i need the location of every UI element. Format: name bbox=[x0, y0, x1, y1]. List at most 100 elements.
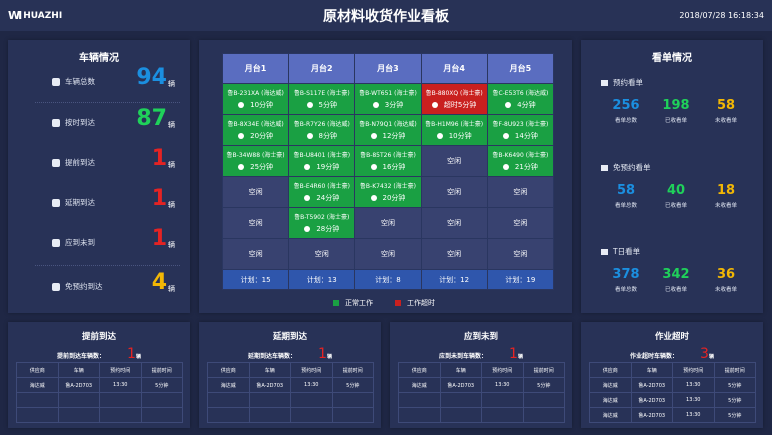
document-icon bbox=[601, 248, 608, 255]
dock-row: 鲁B-231XA (海达威) 10分钟 鲁B-S117E (海士豪) 5分钟 鲁B-WT… bbox=[221, 83, 555, 115]
work-duration: 3分钟 bbox=[355, 100, 420, 110]
dock-cell[interactable]: 空闲 bbox=[221, 207, 290, 239]
stat-label: 应到未到 bbox=[65, 238, 95, 247]
dock-cell[interactable]: 鲁B-34W88 (海士豪) 25分钟 bbox=[221, 145, 290, 177]
dock-cell[interactable]: 鲁B-R7Y26 (海达威) 8分钟 bbox=[288, 114, 356, 146]
dock-cell[interactable]: 鲁C-E53T6 (海达威) 4分钟 bbox=[486, 83, 555, 115]
table-cell: 5分钟 bbox=[713, 392, 756, 408]
duration-text: 14分钟 bbox=[514, 132, 538, 140]
dock-grid: 月台1 月台2 月台3 月台4 月台5 鲁B-231XA (海达威) 10分钟 鲁B-S117… bbox=[221, 53, 555, 290]
dock-cell[interactable]: 空闲 bbox=[486, 238, 555, 270]
kanban-stat: 36 未收看单 bbox=[701, 267, 751, 293]
clock-icon bbox=[370, 133, 377, 139]
logo: WI HUAZHI bbox=[8, 9, 62, 22]
kanban-stat-label: 未收看单 bbox=[714, 203, 737, 209]
table-cell bbox=[57, 392, 100, 408]
dock-cell[interactable]: 空闲 bbox=[221, 238, 290, 270]
dock-cell[interactable]: 空闲 bbox=[420, 145, 488, 177]
stat-label: 免预约到达 bbox=[65, 282, 103, 291]
bus-icon bbox=[52, 159, 60, 167]
vehicle-plate: 鲁B-8X34E (海达威) bbox=[227, 121, 284, 128]
kanban-stat: 40 已收看单 bbox=[651, 183, 701, 209]
datetime: 2018/07/28 16:18:34 bbox=[679, 11, 764, 20]
column-header: 供应商 bbox=[589, 362, 632, 378]
work-duration: 28分钟 bbox=[289, 224, 354, 234]
work-duration: 10分钟 bbox=[422, 131, 487, 141]
column-header: 供应商 bbox=[207, 362, 250, 378]
vehicle-stat-row: 提前到达 1 辆 bbox=[52, 148, 182, 170]
plan-cell: 计划：13 bbox=[288, 269, 356, 290]
vehicle-stat-row: 车辆总数 94 辆 bbox=[52, 67, 182, 89]
detail-table: 供应商 车辆 预约时间 提前时间 海达威 鲁A-2D703 13:30 5分钟 bbox=[398, 362, 565, 423]
table-cell bbox=[99, 407, 142, 423]
kanban-stat: 378 看单总数 bbox=[601, 267, 651, 293]
dock-cell[interactable]: 鲁F-8U923 (海士豪) 14分钟 bbox=[486, 114, 555, 146]
clock-icon bbox=[52, 119, 60, 127]
duration-text: 19分钟 bbox=[316, 163, 340, 171]
dock-cell[interactable]: 空闲 bbox=[354, 238, 422, 270]
dock-cell[interactable]: 空闲 bbox=[486, 176, 555, 208]
table-cell bbox=[439, 407, 482, 423]
dock-cell[interactable]: 空闲 bbox=[420, 238, 488, 270]
kanban-stat-value: 36 bbox=[716, 267, 736, 282]
dock-cell[interactable]: 鲁B-WT651 (海士豪) 3分钟 bbox=[354, 83, 422, 115]
dock-cell[interactable]: 鲁B-880XQ (海士豪) 超时5分钟 bbox=[420, 83, 488, 115]
vehicle-stat-row: 免预约到达 4 辆 bbox=[52, 272, 182, 294]
kanban-values: 378 看单总数 342 已收看单 36 未收看单 bbox=[601, 267, 751, 293]
table-cell bbox=[140, 407, 183, 423]
legend: 正常工作 工作超时 bbox=[333, 298, 435, 308]
bottom-panel: 提前到达 提前到达车辆数： 1辆 供应商 车辆 预约时间 提前时间 海达威 鲁A-2D703 13… bbox=[8, 322, 190, 428]
dock-cell[interactable]: 空闲 bbox=[486, 207, 555, 239]
kanban-group: 免预约看单 58 看单总数 40 已收看单 18 未收看单 bbox=[601, 162, 751, 209]
bottom-panel-title: 作业超时 bbox=[654, 332, 689, 342]
stat-value: 87 bbox=[136, 106, 167, 131]
dock-cell[interactable]: 鲁B-U8401 (海士豪) 19分钟 bbox=[288, 145, 356, 177]
dock-cell[interactable]: 鲁B-S117E (海士豪) 5分钟 bbox=[288, 83, 356, 115]
count-line: 提前到达车辆数： 1辆 bbox=[8, 346, 190, 362]
legend-item: 正常工作 bbox=[333, 298, 373, 308]
dock-row: 鲁B-8X34E (海达威) 20分钟 鲁B-R7Y26 (海达威) 8分钟 鲁B-N7… bbox=[221, 114, 555, 146]
stat-label: 车辆总数 bbox=[65, 77, 95, 86]
group-title-text: T日看单 bbox=[613, 247, 641, 256]
dock-cell[interactable]: 鲁B-231XA (海达威) 10分钟 bbox=[221, 83, 290, 115]
clock-icon bbox=[306, 102, 313, 108]
stat-unit: 辆 bbox=[168, 121, 175, 129]
dock-cell[interactable]: 空闲 bbox=[221, 176, 290, 208]
table-cell: 鲁A-2D703 bbox=[248, 377, 291, 393]
dock-header: 月台5 bbox=[486, 53, 555, 84]
dock-cell[interactable]: 鲁B-E4R60 (海士豪) 24分钟 bbox=[288, 176, 356, 208]
table-cell: 13:30 bbox=[290, 377, 333, 393]
plan-cell: 计划：19 bbox=[486, 269, 555, 290]
column-header: 车辆 bbox=[439, 362, 482, 378]
count-line: 作业超时车辆数： 3辆 bbox=[581, 346, 763, 362]
table-header-row: 供应商 车辆 预约时间 提前时间 bbox=[16, 362, 183, 378]
bottom-panel-title: 提前到达 bbox=[81, 332, 116, 342]
dock-cell[interactable]: 鲁B-H1M96 (海士豪) 10分钟 bbox=[420, 114, 488, 146]
clock-icon bbox=[238, 133, 245, 139]
dock-cell[interactable]: 鲁B-8X34E (海达威) 20分钟 bbox=[221, 114, 290, 146]
dock-cell[interactable]: 鲁B-N79Q1 (海达威) 12分钟 bbox=[354, 114, 422, 146]
kanban-stat-label: 看单总数 bbox=[614, 118, 637, 124]
dock-cell[interactable]: 鲁B-K7432 (海士豪) 20分钟 bbox=[354, 176, 422, 208]
dock-cell[interactable]: 空闲 bbox=[288, 238, 356, 270]
dock-cell[interactable]: 空闲 bbox=[420, 207, 488, 239]
work-duration: 25分钟 bbox=[223, 162, 288, 172]
dock-cell[interactable]: 鲁B-T5902 (海士豪) 28分钟 bbox=[288, 207, 356, 239]
kanban-panel: 看单情况 预约看单 256 看单总数 198 已收看单 58 未收看单 免预约看单 58 看单总数… bbox=[581, 40, 763, 313]
calendar-icon bbox=[601, 164, 608, 171]
vehicle-plate: 鲁C-E53T6 (海达威) bbox=[492, 90, 549, 97]
clock-icon bbox=[505, 102, 512, 108]
vehicle-plate: 鲁B-E4R60 (海士豪) bbox=[293, 183, 350, 190]
calendar-icon bbox=[601, 79, 608, 86]
legend-item: 工作超时 bbox=[395, 298, 435, 308]
count-line: 延期到达车辆数： 1辆 bbox=[199, 346, 381, 362]
table-row bbox=[398, 407, 565, 423]
dock-cell[interactable]: 空闲 bbox=[420, 176, 488, 208]
group-title-text: 预约看单 bbox=[613, 78, 643, 87]
stat-value: 1 bbox=[151, 186, 167, 211]
dock-cell[interactable]: 鲁B-85T26 (海士豪) 16分钟 bbox=[354, 145, 422, 177]
page-title: 原材料收货作业看板 bbox=[323, 9, 449, 25]
table-cell: 13:30 bbox=[481, 377, 524, 393]
dock-cell[interactable]: 鲁B-K6490 (海士豪) 21分钟 bbox=[486, 145, 555, 177]
dock-cell[interactable]: 空闲 bbox=[354, 207, 422, 239]
